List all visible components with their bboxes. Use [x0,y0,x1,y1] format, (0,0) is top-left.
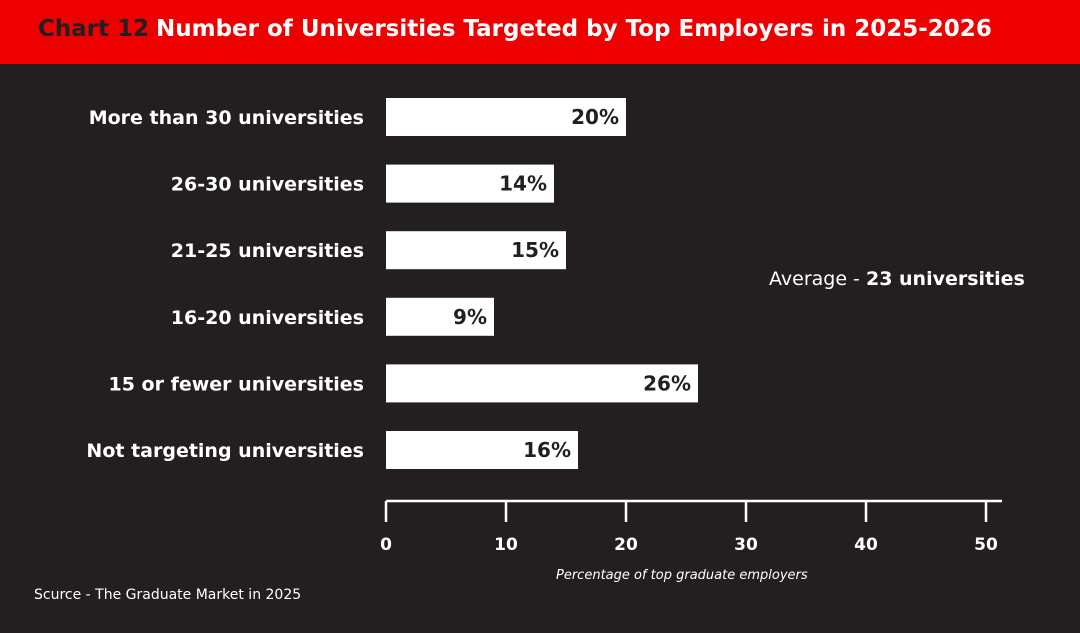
bar-value-label: 16% [523,438,571,462]
category-label: 15 or fewer universities [109,373,365,395]
bar-value-label: 20% [571,105,619,129]
category-label: 26-30 universities [171,174,364,196]
bar [386,98,626,136]
chart-number: Chart 12 [38,16,150,42]
bar-value-label: 9% [453,305,487,329]
category-label: Not targeting universities [86,440,364,462]
bar [386,297,494,336]
category-label: More than 30 universities [89,107,364,129]
x-tick-label: 10 [494,535,518,555]
bar [386,364,698,403]
average-annotation: Average - 23 universities [769,268,1025,290]
bar [386,231,566,270]
x-tick-label: 50 [974,535,998,555]
x-axis-label: Percentage of top graduate employers [556,568,808,583]
bar-value-label: 26% [643,371,691,395]
category-label: 16-20 universities [171,307,364,329]
chart-header: Chart 12 Number of Universities Targeted… [0,0,1080,64]
x-tick-label: 20 [614,535,638,555]
bar-value-label: 14% [499,172,547,196]
bar-value-label: 15% [511,238,559,262]
bar [386,431,578,469]
x-tick-label: 30 [734,535,758,555]
category-label: 21-25 universities [171,240,364,262]
source-note: Scurce - The Graduate Market in 2025 [34,587,302,603]
chart-title: Number of Universities Targeted by Top E… [156,16,992,42]
x-tick-label: 0 [380,535,392,555]
bar [386,164,554,203]
x-tick-label: 40 [854,535,878,555]
average-prefix: Average - [769,268,866,290]
average-value: 23 universities [865,268,1025,290]
